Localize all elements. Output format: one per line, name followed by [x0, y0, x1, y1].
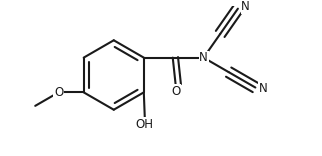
Text: N: N: [259, 82, 268, 95]
Text: N: N: [199, 51, 208, 64]
Text: O: O: [171, 85, 180, 98]
Text: OH: OH: [136, 118, 154, 131]
Text: N: N: [241, 0, 250, 13]
Text: O: O: [54, 86, 63, 99]
